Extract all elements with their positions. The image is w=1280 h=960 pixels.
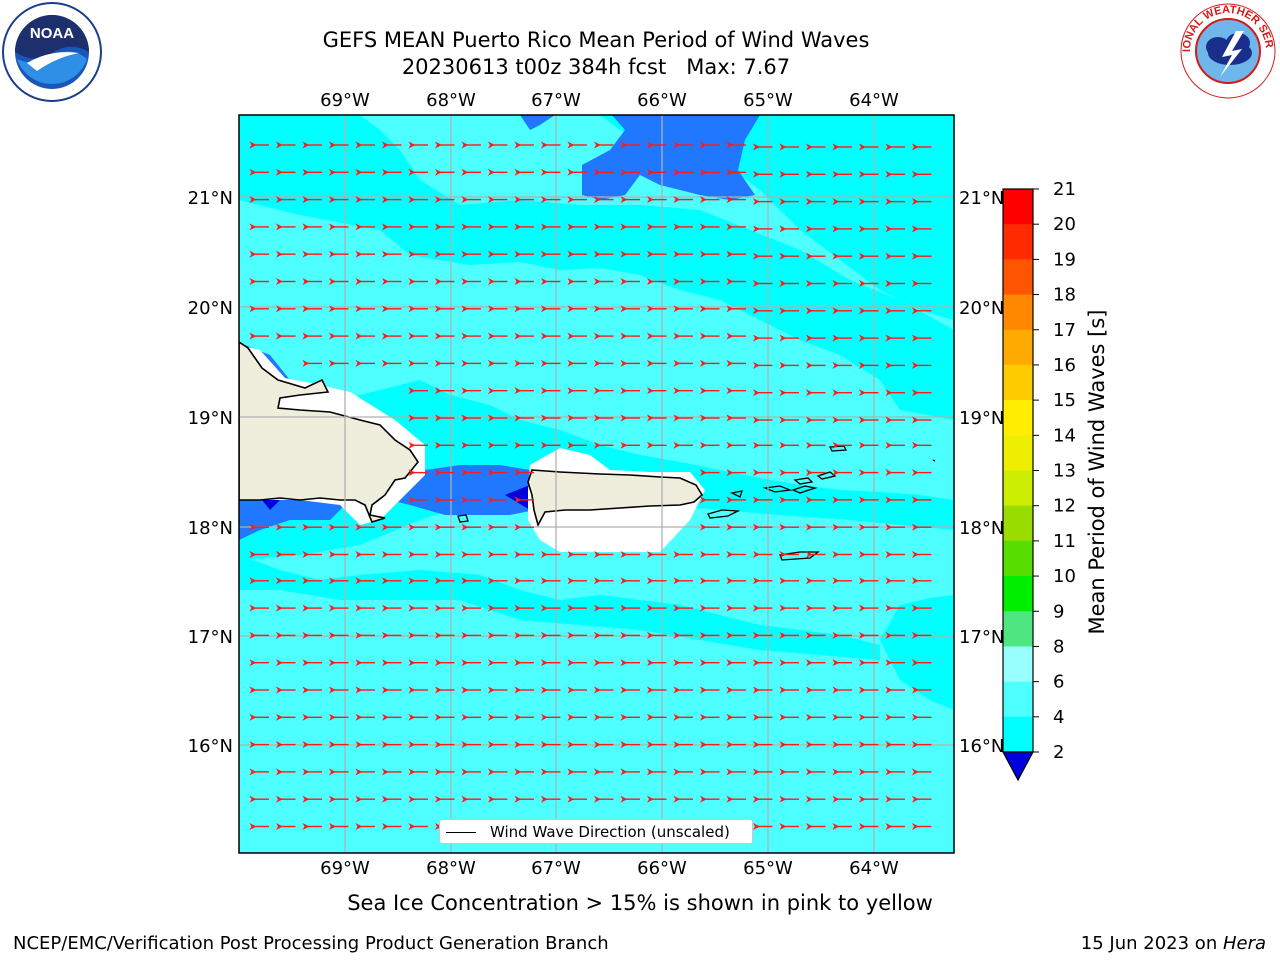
footer-credit: NCEP/EMC/Verification Post Processing Pr… xyxy=(13,933,609,954)
lon-label-bottom: 64°W xyxy=(849,858,899,879)
lat-label-right: 18°N xyxy=(959,518,1004,539)
island-mona xyxy=(457,514,469,523)
colorbar-segment xyxy=(1003,294,1033,331)
colorbar-segment xyxy=(1003,576,1033,612)
lon-label-bottom: 67°W xyxy=(531,858,581,879)
lon-label-top: 65°W xyxy=(743,90,793,111)
colorbar-segment xyxy=(1003,716,1033,753)
colorbar xyxy=(1001,188,1035,782)
lat-label-right: 20°N xyxy=(959,298,1004,319)
colorbar-segment xyxy=(1003,470,1033,507)
colorbar-tick-label: 10 xyxy=(1053,566,1076,587)
lon-label-bottom: 69°W xyxy=(320,858,370,879)
colorbar-segment xyxy=(1003,681,1033,718)
colorbar-tick-label: 15 xyxy=(1053,390,1076,411)
footer-date: 15 Jun 2023 on Hera xyxy=(1081,933,1266,954)
colorbar-segment xyxy=(1003,540,1033,577)
chart-title: GEFS MEAN Puerto Rico Mean Period of Win… xyxy=(322,28,870,52)
island-tortola xyxy=(793,477,814,485)
colorbar-segment xyxy=(1003,224,1033,260)
colorbar-segment xyxy=(1003,435,1033,471)
colorbar-segment xyxy=(1003,259,1033,296)
map-frame xyxy=(238,114,955,854)
legend-label: Wind Wave Direction (unscaled) xyxy=(490,823,730,841)
lon-label-top: 67°W xyxy=(531,90,581,111)
colorbar-tick-label: 11 xyxy=(1053,531,1076,552)
lon-label-top: 68°W xyxy=(426,90,476,111)
colorbar-tick-label: 2 xyxy=(1053,742,1064,763)
lon-label-bottom: 68°W xyxy=(426,858,476,879)
colorbar-ticks: 21 20 19 18 17 16 15 14 13 12 11 10 9 8 6 4 2 xyxy=(1033,179,1076,763)
island-culebra xyxy=(730,490,743,498)
colorbar-tick-label: 4 xyxy=(1053,707,1064,728)
wave-period-contour-4s-north xyxy=(582,115,760,200)
colorbar-tick-label: 19 xyxy=(1053,249,1076,270)
sea-ice-note: Sea Ice Concentration > 15% is shown in … xyxy=(347,891,933,915)
land-hispaniola xyxy=(239,341,419,523)
lat-label-right: 21°N xyxy=(959,188,1004,209)
lat-label-left: 17°N xyxy=(188,627,233,648)
island-st-john xyxy=(791,485,818,494)
wave-period-contour-4s-west xyxy=(239,500,345,540)
chart-subtitle: 20230613 t00z 384h fcst Max: 7.67 xyxy=(401,55,791,79)
footer-machine: Hera xyxy=(1222,933,1266,954)
colorbar-segment xyxy=(1003,400,1033,436)
wave-period-contour-southeast xyxy=(880,595,954,710)
lat-labels-left: 21°N 20°N 19°N 18°N 17°N 16°N xyxy=(188,188,233,757)
wave-period-contour-2s-west xyxy=(262,500,280,510)
noaa-logo: NOAA xyxy=(1,1,103,103)
colorbar-segment xyxy=(1003,329,1033,366)
colorbar-tick-label: 6 xyxy=(1053,672,1064,693)
svg-text:NOAA: NOAA xyxy=(30,25,74,42)
footer-date-text: 15 Jun 2023 on xyxy=(1080,933,1223,954)
lat-label-right: 19°N xyxy=(959,408,1004,429)
lat-label-left: 19°N xyxy=(188,408,233,429)
lon-labels-bottom: 69°W 68°W 67°W 66°W 65°W 64°W xyxy=(320,858,899,879)
lon-label-top: 69°W xyxy=(320,90,370,111)
lon-label-bottom: 66°W xyxy=(637,858,687,879)
map-plot-area xyxy=(239,115,954,853)
colorbar-tick-label: 16 xyxy=(1053,355,1076,376)
lat-labels-right: 21°N 20°N 19°N 18°N 17°N 16°N xyxy=(959,188,1004,757)
lon-label-top: 64°W xyxy=(849,90,899,111)
colorbar-tick-label: 13 xyxy=(1053,461,1076,482)
lat-label-left: 18°N xyxy=(188,518,233,539)
lat-label-right: 17°N xyxy=(959,627,1004,648)
wave-period-contour-4s-nw xyxy=(520,115,555,130)
nws-logo: NATIONAL WEATHER SERVICE xyxy=(1174,0,1278,101)
legend-line-swatch xyxy=(446,832,476,833)
land-puerto-rico xyxy=(527,469,704,528)
wind-wave-arrows xyxy=(249,141,932,830)
colorbar-segment xyxy=(1003,611,1033,647)
colorbar-extend-triangle xyxy=(1001,751,1035,782)
colorbar-label: Mean Period of Wind Waves [s] xyxy=(1085,309,1109,635)
colorbar-segment xyxy=(1003,364,1033,401)
colorbar-segment xyxy=(1003,505,1033,542)
lat-label-left: 20°N xyxy=(188,298,233,319)
colorbar-segment xyxy=(1003,646,1033,683)
colorbar-tick-label: 17 xyxy=(1053,320,1076,341)
island-vieques xyxy=(707,509,741,519)
colorbar-segment xyxy=(1003,189,1033,225)
lat-label-left: 21°N xyxy=(188,188,233,209)
wave-period-contour-4s-channel xyxy=(390,465,540,515)
lat-label-right: 16°N xyxy=(959,736,1004,757)
colorbar-tick-label: 8 xyxy=(1053,636,1064,657)
island-sombrero xyxy=(932,459,936,462)
lon-label-bottom: 65°W xyxy=(743,858,793,879)
colorbar-tick-label: 12 xyxy=(1053,496,1076,517)
lon-label-top: 66°W xyxy=(637,90,687,111)
lat-label-left: 16°N xyxy=(188,736,233,757)
map-legend: Wind Wave Direction (unscaled) xyxy=(439,819,753,844)
island-st-thomas xyxy=(762,485,793,493)
colorbar-tick-label: 14 xyxy=(1053,425,1076,446)
lon-labels-top: 69°W 68°W 67°W 66°W 65°W 64°W xyxy=(320,90,899,111)
colorbar-tick-label: 20 xyxy=(1053,214,1076,235)
colorbar-tick-label: 21 xyxy=(1053,179,1076,200)
colorbar-tick-label: 9 xyxy=(1053,601,1064,622)
wave-period-contour-upper-band xyxy=(239,115,954,420)
wave-period-contour-8s xyxy=(239,115,954,320)
colorbar-tick-label: 18 xyxy=(1053,285,1076,306)
